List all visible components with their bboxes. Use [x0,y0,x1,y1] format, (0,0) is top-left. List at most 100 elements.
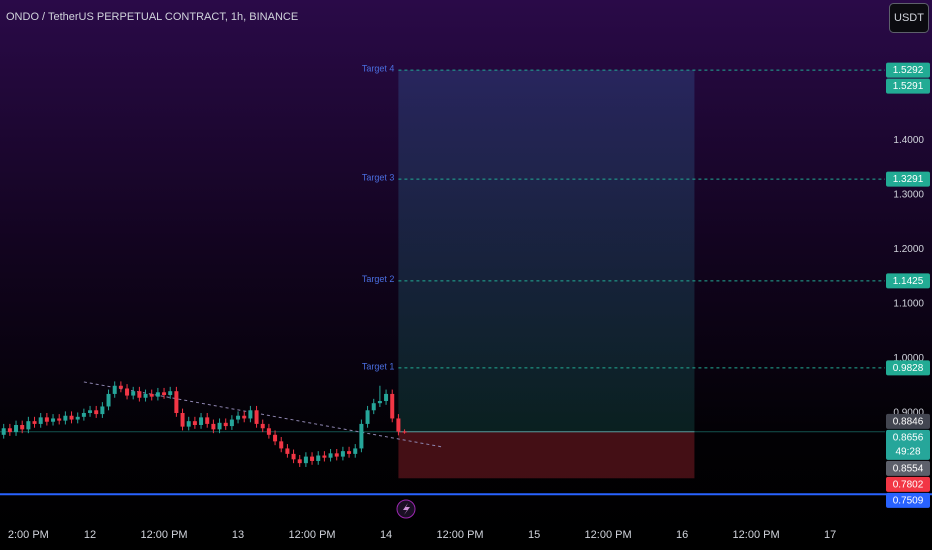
price-label: 0.7509 [893,495,924,506]
candle-body [51,418,56,422]
candle-body [248,410,253,419]
target-label: Target 1 [362,361,395,371]
candle-body [217,422,222,430]
price-label: 0.8554 [893,463,924,474]
price-label: 0.9828 [893,363,924,374]
candle-body [402,431,407,433]
price-label-bg [886,413,930,429]
price-label-bg [886,476,930,492]
countdown-label: 49:28 [895,447,920,458]
candle-body [291,453,296,460]
candle-body [254,410,259,424]
candle-body [174,391,179,414]
candle-body [266,428,271,435]
candle-body [316,455,321,461]
candle-body [131,391,136,396]
candle-body [88,410,93,414]
candle-body [180,413,185,427]
candle-body [125,388,130,396]
x-tick-label: 2:00 PM [8,529,49,541]
price-label: 0.8656 [893,432,924,443]
price-label: 1.5292 [893,65,924,76]
candle-body [223,422,228,427]
target-label: Target 3 [362,173,395,183]
candle-body [143,393,148,398]
candle-body [14,424,19,433]
candle-body [211,423,216,430]
stop-zone [398,431,695,479]
candle-body [236,415,241,420]
currency-button[interactable] [889,3,929,33]
candle-body [57,418,62,421]
candle-body [149,393,154,397]
x-tick-label: 14 [380,529,392,541]
candle-body [285,448,290,454]
price-label: 0.7802 [893,479,924,490]
target-label: Target 2 [362,274,395,284]
event-bolt [403,503,410,515]
x-tick-label: 12 [84,529,96,541]
y-tick-label: 1.3000 [893,190,924,201]
price-label-bg [886,429,930,460]
x-tick-label: 12:00 PM [289,529,336,541]
candle-body [155,392,160,397]
x-tick-label: 12:00 PM [585,529,632,541]
candle-body [106,393,111,407]
price-label: 0.8846 [893,416,924,427]
candle-body [229,419,234,427]
x-tick-label: 15 [528,529,540,541]
target-zone [398,70,695,432]
candle-body [377,401,382,404]
x-tick-label: 17 [824,529,836,541]
candle-body [44,417,49,422]
candle-body [100,406,105,415]
price-label: 1.3291 [893,174,924,185]
price-label: 1.5291 [893,81,924,92]
candle-body [328,453,333,458]
candle-body [75,416,80,420]
candle-body [69,415,74,420]
candle-body [384,393,389,402]
candle-body [26,421,31,430]
x-tick-label: 12:00 PM [733,529,780,541]
candle-body [63,415,68,421]
price-label-bg [886,171,930,187]
candle-body [365,410,370,424]
candle-body [1,428,6,435]
candle-body [81,413,86,417]
price-label-bg [886,360,930,376]
candle-body [279,441,284,449]
candle-body [297,459,302,464]
candle-body [396,418,401,432]
x-tick-label: 13 [232,529,244,541]
candle-body [340,451,345,457]
candle-body [162,392,167,396]
trendline [83,381,442,448]
x-tick-label: 12:00 PM [437,529,484,541]
y-tick-label: 1.2000 [893,244,924,255]
plot: 2:00 PM 12 12:00 PM 13 12:00 PM 14 12:00 PM 15 1… [0,64,932,541]
candle-body [205,417,210,424]
candle-body [7,428,12,433]
candle-body [273,434,278,442]
candle-body [260,423,265,429]
y-tick-label: 1.4000 [893,135,924,146]
x-tick-label: 12:00 PM [141,529,188,541]
candle-body [322,455,327,458]
candle-body [168,391,173,396]
chart-title: ONDO / TetherUS PERPETUAL CONTRACT, 1h, … [6,11,298,23]
currency-label[interactable]: USDT [894,12,924,24]
candle-body [118,385,123,389]
candle-body [137,391,142,398]
y-tick-label: 1.0000 [893,353,924,364]
x-tick-label: 16 [676,529,688,541]
candle-body [94,410,99,415]
price-label: 1.1425 [893,276,924,287]
candle-body [32,421,37,424]
price-label-bg [886,492,930,508]
target-label: Target 4 [362,64,395,74]
candle-body [303,456,308,464]
price-label-bg [886,78,930,94]
